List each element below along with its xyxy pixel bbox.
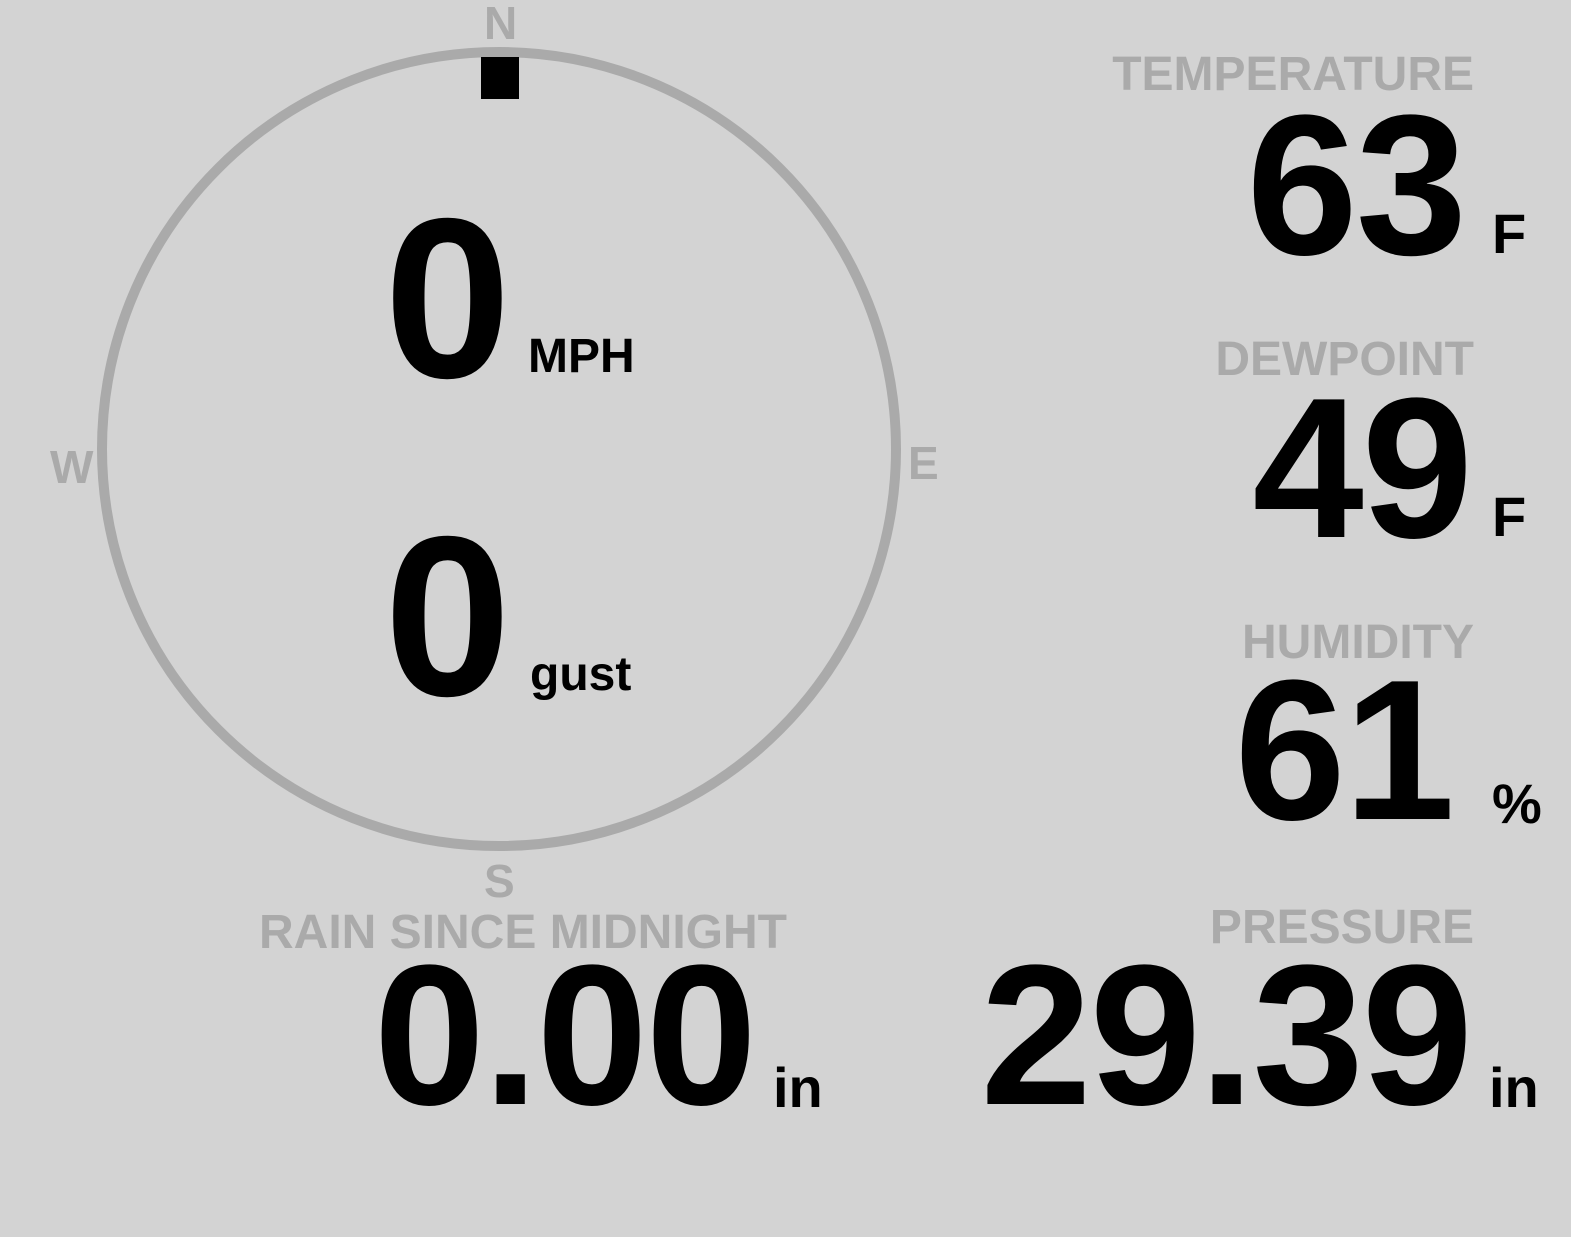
dewpoint-unit: F — [1492, 485, 1527, 548]
rain-value: 0.00 — [373, 924, 757, 1147]
rain-unit: in — [773, 1056, 823, 1119]
temperature-label: TEMPERATURE — [1112, 48, 1474, 101]
wind-gust-value: 0 — [384, 490, 511, 744]
humidity-unit: % — [1492, 772, 1542, 835]
wind-speed-value: 0 — [384, 172, 511, 426]
pressure-value: 29.39 — [980, 924, 1473, 1147]
temperature-value: 63 — [1246, 74, 1467, 297]
dewpoint-value: 49 — [1252, 357, 1473, 580]
pressure-unit: in — [1489, 1056, 1539, 1119]
humidity-value: 61 — [1234, 639, 1455, 862]
rain-label: RAIN SINCE MIDNIGHT — [259, 906, 787, 959]
humidity-label: HUMIDITY — [1242, 616, 1474, 669]
wind-gust-unit: gust — [530, 648, 632, 701]
pressure-label: PRESSURE — [1209, 901, 1474, 954]
dewpoint-label: DEWPOINT — [1215, 333, 1474, 386]
compass-east-label: E — [908, 437, 939, 489]
compass-south-label: S — [484, 855, 515, 907]
compass-north-label: N — [484, 0, 518, 49]
compass-ring — [97, 47, 901, 851]
compass-west-label: W — [50, 441, 94, 493]
wind-speed-unit: MPH — [528, 330, 635, 383]
temperature-unit: F — [1492, 202, 1527, 265]
wind-direction-needle — [481, 57, 519, 99]
